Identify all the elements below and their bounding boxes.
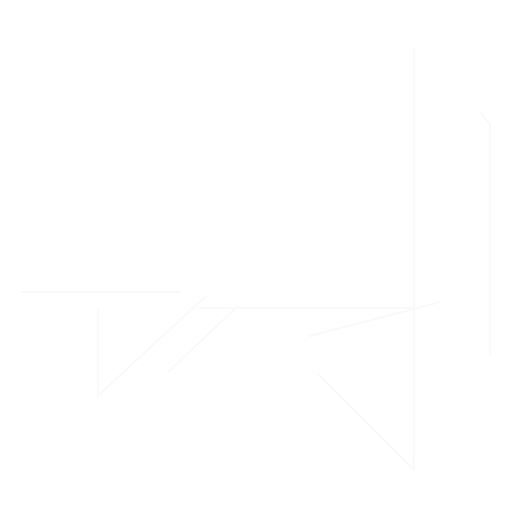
right-diagonal-stroke: [309, 301, 441, 337]
center-diagonal-stroke: [167, 305, 239, 373]
bottom-diagonal-stroke: [317, 373, 415, 471]
left-diagonal-stroke: [99, 295, 207, 395]
right-bracket-stroke: [479, 111, 491, 355]
